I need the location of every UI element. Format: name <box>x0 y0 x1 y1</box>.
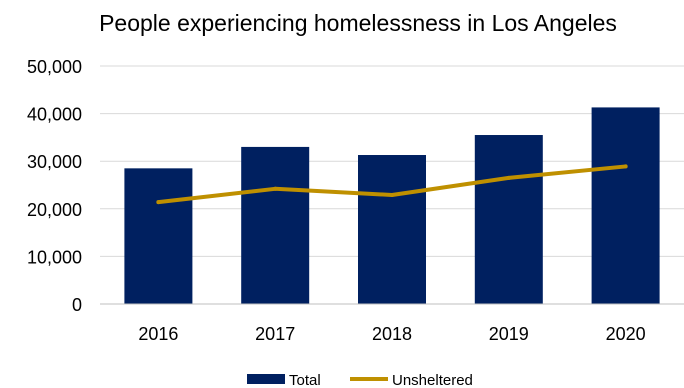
line-series <box>156 164 628 205</box>
point-unsheltered <box>273 186 278 191</box>
bar-total <box>358 155 426 304</box>
bar-total <box>124 168 193 304</box>
point-unsheltered <box>506 175 511 180</box>
x-tick-label: 2018 <box>372 324 412 344</box>
legend-swatch-total <box>247 374 285 384</box>
y-axis-ticks: 0 10,000 20,000 30,000 40,000 50,000 <box>27 57 82 315</box>
y-tick-label: 30,000 <box>27 152 82 172</box>
y-tick-label: 10,000 <box>27 247 82 267</box>
point-unsheltered <box>390 192 394 197</box>
bar-total <box>241 146 310 304</box>
bar-series <box>124 107 660 304</box>
point-unsheltered <box>156 200 161 205</box>
legend: Total Unsheltered <box>247 372 473 388</box>
chart-title: People experiencing homelessness in Los … <box>99 10 617 36</box>
y-tick-label: 40,000 <box>27 105 82 125</box>
y-tick-label: 50,000 <box>27 57 82 77</box>
x-tick-label: 2016 <box>138 324 178 344</box>
point-unsheltered <box>623 164 628 169</box>
x-axis-ticks: 2016 2017 2018 2019 2020 <box>138 324 645 344</box>
x-tick-label: 2019 <box>489 324 529 344</box>
legend-label-unsheltered: Unsheltered <box>392 372 473 388</box>
x-tick-label: 2017 <box>255 324 295 344</box>
bar-total <box>591 107 660 304</box>
bar-total <box>474 135 543 304</box>
legend-label-total: Total <box>289 372 321 388</box>
y-tick-label: 0 <box>72 295 82 315</box>
y-tick-label: 20,000 <box>27 200 82 220</box>
x-tick-label: 2020 <box>606 324 646 344</box>
